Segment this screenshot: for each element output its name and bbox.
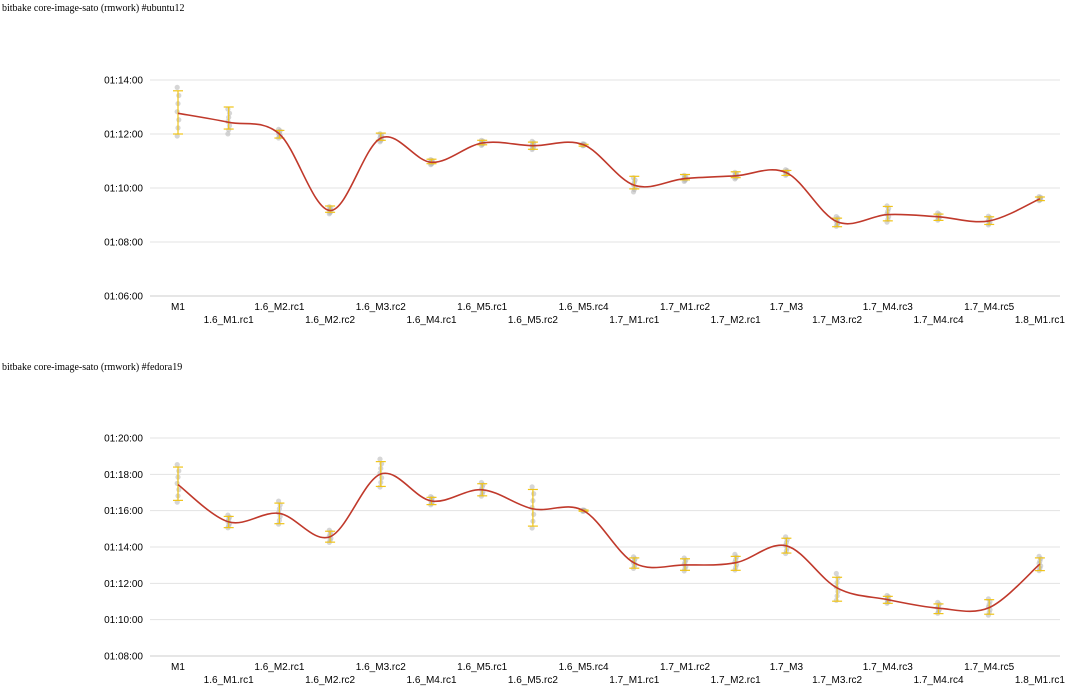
sample-point xyxy=(377,484,383,490)
sample-point xyxy=(174,462,180,468)
x-tick-label: 1.7_M4.rc4 xyxy=(913,315,963,326)
y-tick-label: 01:10:00 xyxy=(104,615,143,626)
sample-point xyxy=(326,527,332,533)
sample-point xyxy=(833,597,839,604)
x-tick-label: 1.7_M3.rc2 xyxy=(812,675,862,686)
x-tick-label: 1.6_M5.rc1 xyxy=(457,302,507,313)
x-tick-label: 1.7_M4.rc3 xyxy=(863,302,913,313)
sample-point xyxy=(835,575,841,581)
y-tick-label: 01:08:00 xyxy=(104,652,143,663)
x-tick-label: 1.7_M3.rc2 xyxy=(812,315,862,326)
x-tick-label: 1.7_M4.rc5 xyxy=(964,302,1014,313)
x-tick-label: 1.6_M4.rc1 xyxy=(406,675,456,686)
y-tick-label: 01:10:00 xyxy=(104,184,143,195)
x-tick-label: 1.6_M4.rc1 xyxy=(406,315,456,326)
x-tick-label: 1.6_M3.rc2 xyxy=(356,662,406,673)
x-tick-label: 1.8_M1.rc1 xyxy=(1015,315,1065,326)
x-tick-label: 1.6_M5.rc4 xyxy=(559,662,609,673)
x-tick-label: 1.6_M5.rc4 xyxy=(559,302,609,313)
sample-point xyxy=(377,456,383,462)
x-tick-label: 1.7_M2.rc1 xyxy=(711,315,761,326)
sample-point xyxy=(478,479,484,486)
x-tick-label: 1.6_M1.rc1 xyxy=(204,315,254,326)
x-tick-label: 1.6_M3.rc2 xyxy=(356,302,406,313)
sample-point xyxy=(176,487,182,493)
y-tick-label: 01:08:00 xyxy=(104,238,143,249)
sample-point xyxy=(174,133,180,139)
chart-title-fedora19: bitbake core-image-sato (rmwork) #fedora… xyxy=(2,362,183,373)
x-tick-label: 1.7_M3 xyxy=(770,662,804,673)
sample-point xyxy=(681,555,687,561)
mean-line xyxy=(177,112,1041,225)
sample-point xyxy=(531,511,537,517)
y-tick-label: 01:14:00 xyxy=(104,76,143,87)
x-tick-label: 1.7_M4.rc4 xyxy=(913,675,963,686)
y-tick-label: 01:18:00 xyxy=(104,470,143,481)
x-tick-label: M1 xyxy=(171,302,185,313)
sample-point xyxy=(985,596,992,602)
x-tick-label: 1.8_M1.rc1 xyxy=(1015,675,1065,686)
sample-point xyxy=(174,84,180,90)
chart-title-ubuntu12: bitbake core-image-sato (rmwork) #ubuntu… xyxy=(2,3,185,14)
x-tick-label: 1.6_M5.rc1 xyxy=(457,662,507,673)
sample-point xyxy=(531,491,537,497)
x-tick-label: M1 xyxy=(171,662,185,673)
x-tick-label: 1.6_M2.rc2 xyxy=(305,315,355,326)
sample-point xyxy=(276,498,282,504)
sample-point xyxy=(732,551,738,557)
x-tick-label: 1.7_M1.rc1 xyxy=(609,315,659,326)
y-tick-label: 01:20:00 xyxy=(104,434,143,445)
sample-point xyxy=(225,131,231,137)
y-tick-label: 01:16:00 xyxy=(104,506,143,517)
x-tick-label: 1.6_M2.rc1 xyxy=(254,662,304,673)
x-tick-label: 1.7_M4.rc3 xyxy=(863,662,913,673)
y-tick-label: 01:12:00 xyxy=(104,130,143,141)
sample-point xyxy=(630,554,637,560)
mean-line xyxy=(177,472,1041,613)
sample-point xyxy=(884,592,890,599)
sample-point xyxy=(428,494,434,500)
y-tick-label: 01:14:00 xyxy=(104,543,143,554)
sample-point xyxy=(833,570,839,577)
x-tick-label: 1.7_M1.rc2 xyxy=(660,662,710,673)
y-tick-label: 01:06:00 xyxy=(104,292,143,303)
sample-point xyxy=(379,475,385,481)
x-tick-label: 1.7_M4.rc5 xyxy=(964,662,1014,673)
sample-point xyxy=(529,484,535,490)
x-tick-label: 1.6_M2.rc2 xyxy=(305,675,355,686)
x-tick-label: 1.6_M2.rc1 xyxy=(254,302,304,313)
x-tick-label: 1.7_M1.rc1 xyxy=(609,675,659,686)
x-tick-label: 1.7_M3 xyxy=(770,302,804,313)
x-tick-label: 1.6_M5.rc2 xyxy=(508,675,558,686)
sample-point xyxy=(226,127,232,133)
chart-ubuntu12: 01:06:00 01:08:00 01:10:00 01:12:00 01:14:00… xyxy=(104,76,1065,327)
x-tick-label: 1.7_M1.rc2 xyxy=(660,302,710,313)
x-tick-label: 1.7_M2.rc1 xyxy=(711,675,761,686)
sample-point xyxy=(176,468,182,474)
sample-point xyxy=(529,525,535,531)
y-tick-label: 01:12:00 xyxy=(104,579,143,590)
x-tick-label: 1.6_M5.rc2 xyxy=(508,315,558,326)
x-tick-label: 1.6_M1.rc1 xyxy=(204,675,254,686)
